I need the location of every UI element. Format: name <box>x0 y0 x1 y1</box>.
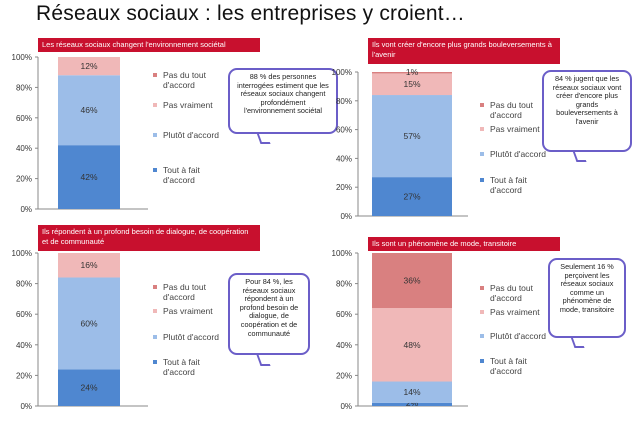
legend-label: Plutôt d'accord <box>163 130 219 140</box>
legend-swatch <box>480 103 484 107</box>
data-label: 12% <box>80 61 97 71</box>
y-tick-label: 0% <box>340 212 352 221</box>
y-tick-label: 100% <box>12 53 32 62</box>
data-label: 27% <box>403 192 420 202</box>
bar-segment-tout-a-fait <box>372 402 452 406</box>
legend-label: Pas du tout d'accord <box>163 282 207 302</box>
y-tick-label: 80% <box>16 280 32 289</box>
legend-swatch <box>480 286 484 290</box>
y-tick-label: 100% <box>332 68 352 77</box>
legend-swatch <box>153 168 157 172</box>
legend-swatch <box>480 310 484 314</box>
y-tick-label: 60% <box>16 114 32 123</box>
legend-swatch <box>153 335 157 339</box>
stacked-bar-chart: 0% 20% 40% 60% 80% 100% 42% 46% 12% <box>12 53 148 214</box>
legend-swatch <box>480 359 484 363</box>
bar-segment-tout-a-fait <box>58 145 120 209</box>
bar-segment-plutot <box>58 277 120 370</box>
y-tick-label: 80% <box>16 83 32 92</box>
legend-label: Tout à fait d'accord <box>163 165 200 185</box>
data-label: 48% <box>403 340 420 350</box>
legend-label: Tout à fait d'accord <box>163 357 200 377</box>
data-label: 46% <box>80 105 97 115</box>
data-label: 1% <box>406 67 419 77</box>
y-tick-label: 0% <box>340 402 352 411</box>
chart-banner-title: Les réseaux sociaux changent l'environne… <box>38 38 260 52</box>
y-tick-label: 20% <box>16 371 32 380</box>
legend-label: Pas du tout d'accord <box>490 100 534 120</box>
data-label: 24% <box>80 383 97 393</box>
legend-label: Pas vraiment <box>163 100 213 110</box>
legend-swatch <box>480 152 484 156</box>
y-tick-label: 20% <box>336 183 352 192</box>
legend-label: Plutôt d'accord <box>490 331 546 341</box>
y-tick-label: 60% <box>336 310 352 319</box>
callout-bubble: Seulement 16 % perçoivent les réseaux so… <box>548 258 626 338</box>
stacked-bar-chart: 0%20%40%60%80%100%2%14%48%36% <box>332 249 468 411</box>
stacked-bar-chart: 0% 20% 40% 60% 80% 100% 27% 57% 15% 1% <box>332 67 468 221</box>
bar-segment-pas-vraiment <box>372 73 452 96</box>
bar-segment-plutot <box>372 95 452 178</box>
y-tick-label: 40% <box>16 144 32 153</box>
y-tick-label: 100% <box>12 249 32 258</box>
y-tick-label: 0% <box>20 402 32 411</box>
data-label: 16% <box>80 260 97 270</box>
y-tick-label: 20% <box>336 371 352 380</box>
y-tick-label: 40% <box>16 341 32 350</box>
legend-label: Pas vraiment <box>490 124 540 134</box>
data-label: 15% <box>403 79 420 89</box>
legend-label: Pas du tout d'accord <box>163 70 207 90</box>
legend-swatch <box>153 73 157 77</box>
bar-segment-pas-vraiment <box>58 253 120 278</box>
legend-swatch <box>153 103 157 107</box>
data-label: 60% <box>80 318 97 328</box>
legend-swatch <box>480 127 484 131</box>
callout-bubble: 88 % des personnes interrogées estiment … <box>228 68 338 134</box>
bar-segment-plutot <box>58 75 120 146</box>
chart-banner-title: Ils sont un phénomène de mode, transitoi… <box>368 237 560 251</box>
data-label: 36% <box>403 276 420 286</box>
y-tick-label: 80% <box>336 280 352 289</box>
legend-label: Pas vraiment <box>163 306 213 316</box>
bar-segment-pas-vraiment <box>372 308 452 382</box>
bar-segment-plutot <box>372 381 452 403</box>
legend-label: Pas du tout d'accord <box>490 283 534 303</box>
bar-segment-pas-vraiment <box>58 57 120 76</box>
legend-swatch <box>480 178 484 182</box>
bar-segment-tout-a-fait <box>372 177 452 216</box>
legend-label: Tout à fait d'accord <box>490 175 527 195</box>
legend-swatch <box>153 360 157 364</box>
data-label: 57% <box>403 131 420 141</box>
legend-label: Pas vraiment <box>490 307 540 317</box>
legend-swatch <box>480 334 484 338</box>
y-tick-label: 0% <box>20 205 32 214</box>
legend-label: Plutôt d'accord <box>490 149 546 159</box>
bar-segment-pas-du-tout <box>372 72 452 74</box>
y-tick-label: 100% <box>332 249 352 258</box>
callout-bubble: Pour 84 %, les réseaux sociaux répondent… <box>228 273 310 355</box>
slide-title: Réseaux sociaux : les entreprises y croi… <box>36 2 465 25</box>
y-tick-label: 40% <box>336 341 352 350</box>
y-tick-label: 60% <box>336 126 352 135</box>
y-tick-label: 80% <box>336 97 352 106</box>
callout-bubble: 84 % jugent que les réseaux sociaux vont… <box>542 70 632 152</box>
y-tick-label: 40% <box>336 154 352 163</box>
data-label: 14% <box>403 387 420 397</box>
chart-banner-title: Ils répondent à un profond besoin de dia… <box>38 225 260 251</box>
legend-swatch <box>153 309 157 313</box>
legend-label: Plutôt d'accord <box>163 332 219 342</box>
legend-label: Tout à fait d'accord <box>490 356 527 376</box>
y-tick-label: 20% <box>16 175 32 184</box>
bar-segment-tout-a-fait <box>58 369 120 406</box>
data-label: 42% <box>80 172 97 182</box>
legend-swatch <box>153 285 157 289</box>
legend-swatch <box>153 133 157 137</box>
bar-segment-pas-du-tout <box>372 253 452 309</box>
chart-banner-title: Ils vont créer d'encore plus grands boul… <box>368 38 560 64</box>
stacked-bar-chart: 0% 20% 40% 60% 80% 100% 24% 60% 16% <box>12 249 148 411</box>
y-tick-label: 60% <box>16 310 32 319</box>
